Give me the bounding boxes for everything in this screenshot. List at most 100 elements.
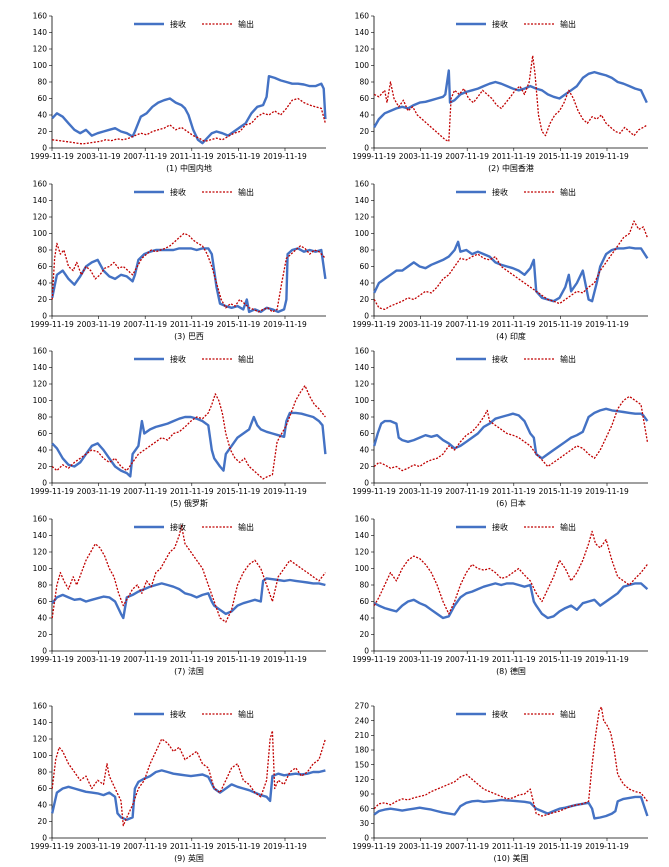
y-tick-label: 160	[33, 180, 48, 189]
y-tick-label: 140	[355, 363, 370, 372]
x-tick-label: 2019-11-19	[585, 320, 629, 329]
y-tick-label: 60	[37, 94, 47, 103]
y-tick-label: 180	[355, 746, 370, 755]
chart-svg: 0 20 40 60 80 100 120 140 160 1999-11-19 2003-11-1…	[30, 702, 327, 851]
x-tick-label: 2019-11-19	[585, 655, 629, 664]
y-tick-label: 160	[355, 180, 370, 189]
x-tick-label: 2007-11-19	[123, 320, 167, 329]
y-tick-label: 160	[33, 12, 48, 21]
y-tick-label: 100	[355, 61, 370, 70]
chart-panel-1: 0 20 40 60 80 100 120 140 160 1999-11-19 2003-11-1…	[12, 12, 332, 177]
y-tick-label: 140	[33, 363, 48, 372]
y-tick-label: 60	[359, 804, 369, 813]
y-tick-label: 140	[355, 28, 370, 37]
chart-svg: 0 20 40 60 80 100 120 140 160 1999-11-19 2003-11-1…	[352, 12, 648, 161]
x-tick-label: 2011-11-19	[492, 320, 536, 329]
x-tick-label: 2003-11-19	[399, 152, 443, 161]
chart-panel-2: 0 20 40 60 80 100 120 140 160 1999-11-19 2003-11-1…	[334, 12, 654, 177]
y-tick-label: 150	[355, 760, 370, 769]
series-line-receive	[373, 407, 649, 460]
y-tick-label: 20	[359, 462, 369, 471]
y-tick-label: 120	[33, 548, 48, 557]
y-tick-label: 20	[359, 630, 369, 639]
legend: 接收 输出	[134, 709, 254, 719]
legend: 接收 输出	[134, 354, 254, 364]
y-tick-label: 120	[355, 548, 370, 557]
x-tick-label: 2011-11-19	[170, 842, 214, 851]
legend-label-receive: 接收	[170, 522, 186, 532]
series-line-receive	[51, 411, 327, 478]
chart-svg: 0 30 60 90 120 150 180 210 240 270 1999-11-19 2003-…	[352, 702, 649, 851]
y-tick-label: 80	[37, 768, 47, 777]
y-tick-label: 80	[37, 246, 47, 255]
x-tick-label: 2007-11-19	[445, 487, 489, 496]
x-tick-label: 2011-11-19	[170, 320, 214, 329]
legend-label-export: 输出	[560, 709, 576, 719]
x-tick-label: 2007-11-19	[123, 655, 167, 664]
y-tick-label: 40	[37, 801, 47, 810]
y-tick-label: 100	[355, 564, 370, 573]
chart-svg: 0 20 40 60 80 100 120 140 160 1999-11-19 2003-11-1…	[352, 180, 649, 329]
chart-svg: 0 20 40 60 80 100 120 140 160 1999-11-19 2003-11-1…	[30, 515, 326, 664]
chart-panel-5: 0 20 40 60 80 100 120 140 160 1999-11-19 2003-11-1…	[12, 347, 332, 512]
y-tick-label: 30	[359, 819, 369, 828]
series-line-receive	[51, 247, 327, 314]
legend-label-receive: 接收	[492, 354, 508, 364]
chart-svg: 0 20 40 60 80 100 120 140 160 1999-11-19 2003-11-1…	[352, 515, 649, 664]
series-line-export	[51, 730, 327, 827]
y-tick-label: 100	[33, 396, 48, 405]
x-tick-label: 2003-11-19	[399, 842, 443, 851]
chart-panel-7: 0 20 40 60 80 100 120 140 160 1999-11-19 2003-11-1…	[12, 515, 332, 680]
y-tick-label: 160	[33, 702, 48, 711]
x-tick-label: 2015-11-19	[539, 842, 583, 851]
x-tick-label: 2015-11-19	[539, 487, 583, 496]
y-tick-label: 120	[33, 45, 48, 54]
series-line-receive	[51, 74, 327, 145]
x-tick-label: 1999-11-19	[352, 842, 396, 851]
y-tick-label: 120	[33, 380, 48, 389]
series-line-receive	[373, 240, 649, 303]
y-tick-label: 60	[359, 429, 369, 438]
x-tick-label: 2007-11-19	[445, 842, 489, 851]
x-tick-label: 2015-11-19	[217, 152, 261, 161]
legend: 接收 输出	[456, 19, 576, 29]
y-tick-label: 160	[33, 347, 48, 356]
x-tick-label: 1999-11-19	[30, 842, 74, 851]
y-tick-label: 160	[355, 12, 370, 21]
y-tick-label: 20	[359, 295, 369, 304]
x-tick-label: 2015-11-19	[217, 655, 261, 664]
x-tick-label: 2015-11-19	[539, 320, 583, 329]
x-tick-label: 2011-11-19	[492, 152, 536, 161]
x-tick-label: 2003-11-19	[399, 655, 443, 664]
legend: 接收 输出	[134, 187, 254, 197]
chart-svg: 0 20 40 60 80 100 120 140 160 1999-11-19 2003-11-1…	[30, 180, 327, 329]
x-tick-label: 1999-11-19	[30, 320, 74, 329]
series-line-receive	[51, 769, 326, 822]
x-tick-label: 2003-11-19	[77, 655, 121, 664]
series-line-export	[51, 232, 326, 313]
x-tick-label: 1999-11-19	[352, 320, 396, 329]
x-tick-label: 2019-11-19	[263, 655, 307, 664]
x-tick-label: 2015-11-19	[217, 320, 261, 329]
y-tick-label: 20	[359, 127, 369, 136]
y-tick-label: 210	[355, 731, 370, 740]
y-tick-label: 20	[37, 127, 47, 136]
y-tick-label: 60	[37, 262, 47, 271]
x-tick-label: 2003-11-19	[399, 487, 443, 496]
x-tick-label: 1999-11-19	[30, 152, 74, 161]
legend: 接收 输出	[456, 187, 576, 197]
x-tick-label: 2003-11-19	[77, 842, 121, 851]
y-tick-label: 80	[359, 581, 369, 590]
panel-caption: (9) 英国	[174, 854, 204, 863]
legend-label-export: 输出	[238, 19, 254, 29]
x-tick-label: 1999-11-19	[352, 655, 396, 664]
legend: 接收 输出	[134, 522, 254, 532]
chart-svg: 0 20 40 60 80 100 120 140 160 1999-11-19 2003-11-1…	[30, 347, 327, 496]
y-tick-label: 140	[355, 531, 370, 540]
series-line-export	[373, 395, 649, 472]
x-tick-label: 2007-11-19	[123, 842, 167, 851]
y-tick-label: 40	[37, 111, 47, 120]
y-tick-label: 100	[33, 564, 48, 573]
legend-label-receive: 接收	[492, 187, 508, 197]
chart-panel-6: 0 20 40 60 80 100 120 140 160 1999-11-19 2003-11-1…	[334, 347, 654, 512]
